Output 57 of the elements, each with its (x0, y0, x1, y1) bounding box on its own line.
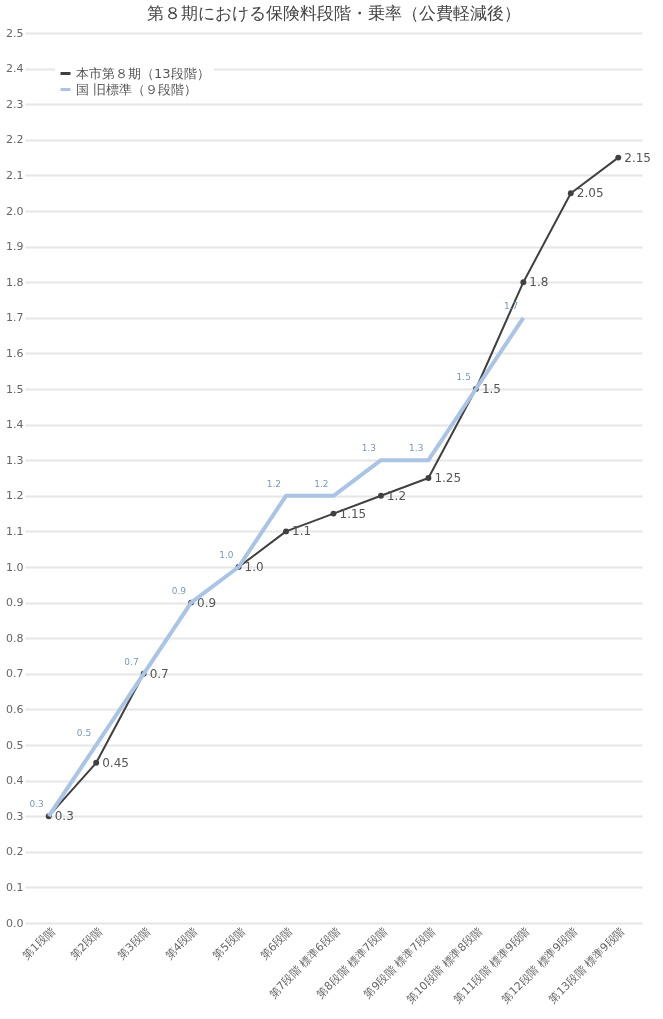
data-label: 1.0 (244, 560, 264, 574)
data-label: 2.05 (576, 186, 604, 201)
data-label: 1.8 (529, 275, 549, 290)
data-label: 1.2 (314, 478, 329, 489)
y-tick-label: 0.0 (6, 916, 24, 930)
y-tick-label: 0.5 (6, 738, 24, 752)
data-label: 1.5 (481, 382, 501, 396)
y-tick-label: 1.3 (6, 453, 24, 467)
y-tick-label: 0.3 (6, 809, 24, 823)
x-tick-label: 第4段階 (162, 924, 201, 963)
y-tick-label: 0.6 (6, 702, 24, 716)
y-tick-label: 1.7 (6, 311, 24, 325)
data-label: 0.9 (197, 595, 217, 610)
y-tick-label: 0.9 (6, 596, 24, 610)
x-tick-label: 第6段階 (257, 924, 296, 963)
y-tick-label: 1.2 (6, 489, 24, 503)
y-tick-label: 1.1 (6, 524, 24, 538)
data-label: 1.1 (292, 524, 312, 539)
y-tick-label: 0.4 (6, 774, 24, 788)
y-tick-label: 2.4 (6, 62, 24, 76)
y-tick-label: 0.1 (6, 880, 24, 894)
x-tick-label: 第3段階 (115, 924, 153, 963)
y-tick-label: 1.9 (6, 240, 24, 254)
data-label: 1.5 (456, 372, 471, 382)
y-tick-label: 1.8 (6, 275, 24, 289)
y-tick-label: 2.2 (6, 133, 24, 147)
data-label: 0.5 (76, 728, 92, 738)
y-tick-label: 1.6 (6, 346, 24, 360)
y-tick-label: 1.0 (6, 560, 24, 574)
y-tick-label: 2.5 (6, 26, 24, 40)
y-tick-label: 0.8 (6, 631, 24, 645)
legend-label: 国 旧標準（９段階） (76, 81, 198, 97)
y-tick-label: 2.0 (6, 204, 24, 218)
chart-title: 第８期における保険料段階・乗率（公費軽減後） (146, 3, 521, 23)
data-label: 1.25 (434, 471, 462, 485)
y-tick-label: 2.1 (6, 168, 24, 182)
data-label: 0.3 (54, 809, 74, 824)
data-label: 0.9 (171, 585, 187, 596)
data-label: 0.45 (102, 755, 129, 770)
data-label: 0.7 (149, 666, 169, 681)
data-label: 2.15 (624, 150, 651, 165)
data-label: 1.2 (266, 478, 282, 489)
x-tick-label: 第5段階 (210, 924, 248, 963)
data-label: 0.7 (124, 656, 139, 667)
legend-label: 本市第８期（13段階） (76, 65, 210, 81)
data-label: 1.0 (219, 550, 234, 560)
y-tick-label: 2.3 (6, 97, 24, 111)
data-label: 1.3 (361, 443, 376, 454)
data-label: 0.3 (29, 799, 44, 810)
y-tick-label: 0.7 (6, 667, 24, 681)
data-label: 1.15 (339, 506, 367, 521)
x-tick-label: 第2段階 (67, 924, 106, 963)
y-tick-label: 1.4 (6, 418, 24, 432)
data-label: 1.2 (386, 488, 407, 503)
y-tick-label: 1.5 (6, 382, 24, 396)
y-tick-label: 0.2 (6, 845, 24, 859)
data-label: 1.3 (409, 443, 424, 454)
